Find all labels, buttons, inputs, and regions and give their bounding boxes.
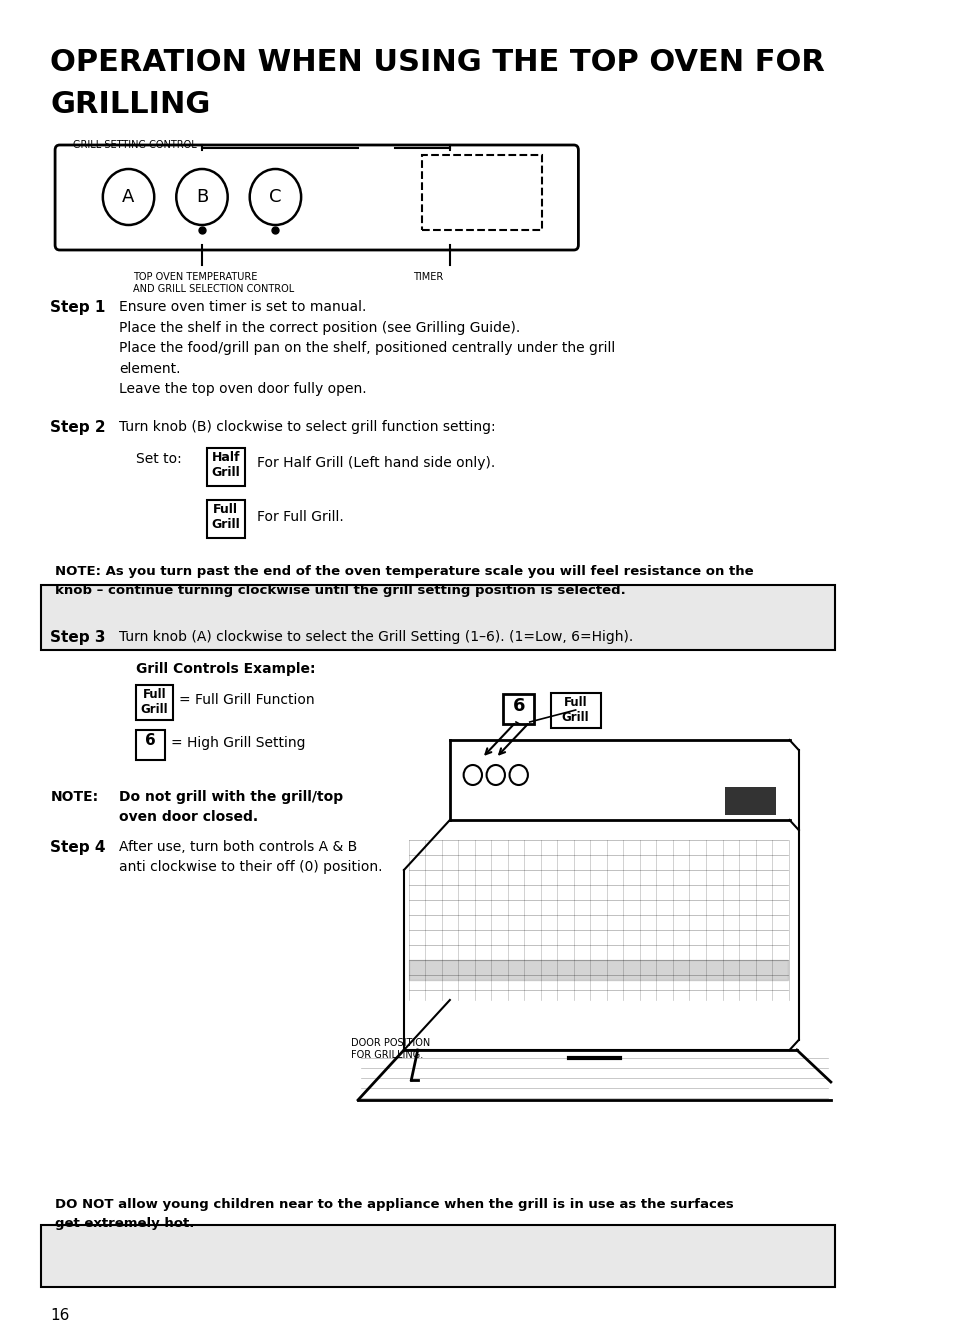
Text: OPERATION WHEN USING THE TOP OVEN FOR: OPERATION WHEN USING THE TOP OVEN FOR [51, 48, 824, 77]
FancyBboxPatch shape [422, 155, 541, 230]
Text: C: C [269, 188, 281, 206]
Text: Step 1: Step 1 [51, 301, 106, 315]
Text: 6: 6 [145, 733, 155, 748]
Text: Full
Grill: Full Grill [212, 502, 240, 530]
Polygon shape [408, 961, 787, 981]
Circle shape [176, 168, 228, 224]
FancyBboxPatch shape [55, 146, 578, 250]
FancyBboxPatch shape [135, 729, 165, 760]
Text: Full
Grill: Full Grill [140, 688, 168, 716]
Text: 6: 6 [512, 697, 524, 715]
Circle shape [463, 766, 481, 786]
Text: Step 2: Step 2 [51, 420, 106, 436]
Text: B: B [195, 188, 208, 206]
Text: Set to:: Set to: [135, 452, 181, 466]
Text: Ensure oven timer is set to manual.
Place the shelf in the correct position (see: Ensure oven timer is set to manual. Plac… [119, 301, 615, 397]
Text: Turn knob (A) clockwise to select the Grill Setting (1–6). (1=Low, 6=High).: Turn knob (A) clockwise to select the Gr… [119, 631, 633, 644]
Text: TOP OVEN TEMPERATURE
AND GRILL SELECTION CONTROL: TOP OVEN TEMPERATURE AND GRILL SELECTION… [133, 273, 294, 294]
Text: Turn knob (B) clockwise to select grill function setting:: Turn knob (B) clockwise to select grill … [119, 420, 496, 434]
FancyBboxPatch shape [41, 585, 834, 651]
Text: DO NOT allow young children near to the appliance when the grill is in use as th: DO NOT allow young children near to the … [55, 1198, 733, 1230]
FancyBboxPatch shape [41, 1225, 834, 1287]
Circle shape [509, 766, 527, 786]
Text: For Full Grill.: For Full Grill. [256, 510, 343, 524]
Text: After use, turn both controls A & B
anti clockwise to their off (0) position.: After use, turn both controls A & B anti… [119, 840, 382, 874]
Text: DOOR POSITION
FOR GRILLING.: DOOR POSITION FOR GRILLING. [351, 1038, 430, 1059]
Bar [724, 787, 775, 815]
Text: Step 4: Step 4 [51, 840, 106, 855]
Text: Do not grill with the grill/top
oven door closed.: Do not grill with the grill/top oven doo… [119, 790, 343, 823]
Text: GRILLING: GRILLING [51, 90, 211, 119]
Text: 16: 16 [51, 1308, 70, 1323]
FancyBboxPatch shape [550, 693, 600, 728]
Text: A: A [122, 188, 134, 206]
Text: Full
Grill: Full Grill [561, 696, 589, 724]
Text: = High Grill Setting: = High Grill Setting [171, 736, 305, 749]
FancyBboxPatch shape [135, 685, 172, 720]
Text: For Half Grill (Left hand side only).: For Half Grill (Left hand side only). [256, 456, 495, 470]
Text: = Full Grill Function: = Full Grill Function [179, 693, 314, 707]
FancyBboxPatch shape [502, 693, 534, 724]
Circle shape [103, 168, 154, 224]
Text: Step 3: Step 3 [51, 631, 106, 645]
Text: GRILL SETTING CONTROL: GRILL SETTING CONTROL [73, 140, 197, 150]
FancyBboxPatch shape [207, 500, 245, 538]
Text: Grill Controls Example:: Grill Controls Example: [135, 663, 315, 676]
Text: NOTE:: NOTE: [51, 790, 98, 804]
Text: NOTE: As you turn past the end of the oven temperature scale you will feel resis: NOTE: As you turn past the end of the ov… [55, 565, 753, 597]
Circle shape [250, 168, 301, 224]
FancyBboxPatch shape [207, 448, 245, 486]
Text: Half
Grill: Half Grill [212, 452, 240, 480]
Circle shape [486, 766, 504, 786]
Text: TIMER: TIMER [413, 273, 443, 282]
